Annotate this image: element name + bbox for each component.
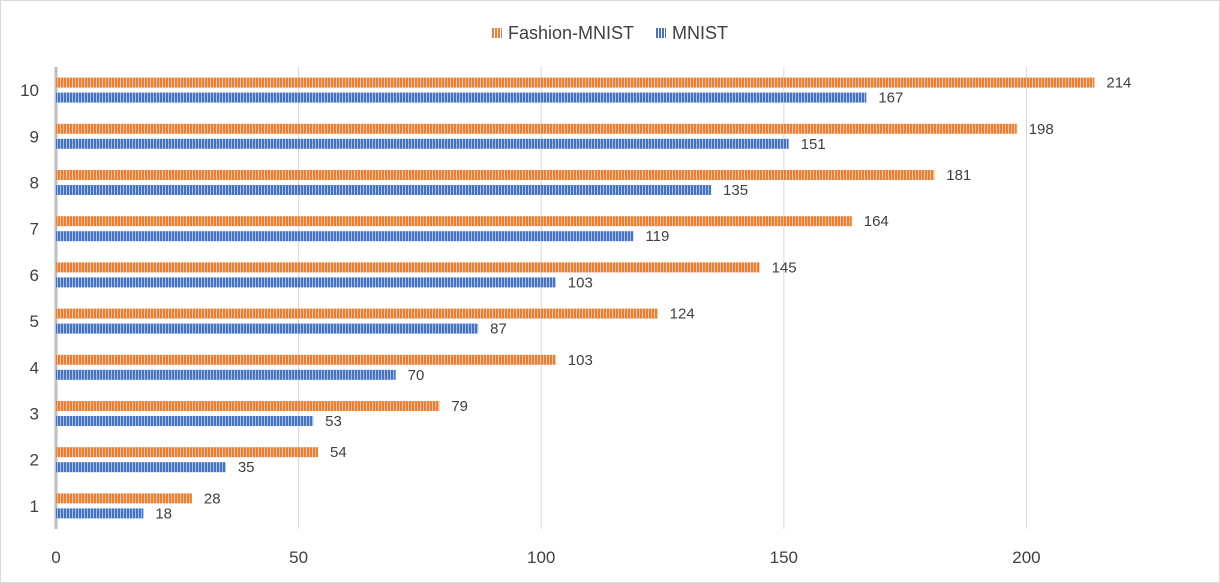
- bar-fashion-mnist-1: [56, 493, 192, 504]
- data-label-fashion-mnist-8: 181: [946, 167, 971, 184]
- legend-label-mnist: MNIST: [672, 22, 729, 43]
- bar-fashion-mnist-9: [56, 123, 1017, 134]
- data-label-mnist-7: 119: [645, 228, 669, 245]
- data-label-fashion-mnist-6: 145: [772, 259, 797, 276]
- data-label-mnist-1: 18: [155, 505, 172, 522]
- data-label-fashion-mnist-2: 54: [330, 444, 347, 461]
- bar-mnist-4: [56, 369, 396, 380]
- data-label-mnist-5: 87: [490, 321, 507, 338]
- bar-mnist-5: [56, 323, 479, 334]
- data-label-fashion-mnist-7: 164: [864, 213, 889, 230]
- data-label-fashion-mnist-3: 79: [451, 398, 468, 415]
- data-label-mnist-6: 103: [568, 274, 593, 291]
- data-label-mnist-9: 151: [801, 136, 826, 153]
- bar-mnist-8: [56, 185, 712, 195]
- bar-fashion-mnist-4: [56, 354, 556, 365]
- bar-fashion-mnist-8: [56, 170, 935, 180]
- bar-mnist-7: [56, 231, 634, 242]
- category-label-4: 4: [30, 358, 39, 377]
- bar-fashion-mnist-5: [56, 308, 658, 319]
- data-label-fashion-mnist-4: 103: [568, 352, 593, 369]
- data-label-mnist-4: 70: [408, 367, 425, 384]
- bar-fashion-mnist-6: [56, 262, 760, 273]
- bar-fashion-mnist-3: [56, 401, 440, 411]
- legend-swatch-fashion-mnist: [491, 28, 502, 38]
- data-label-fashion-mnist-1: 28: [204, 490, 221, 507]
- bar-mnist-2: [56, 462, 226, 473]
- legend-label-fashion-mnist: Fashion-MNIST: [507, 22, 635, 43]
- category-label-10: 10: [20, 81, 39, 100]
- bar-mnist-3: [56, 416, 314, 426]
- data-label-fashion-mnist-10: 214: [1106, 75, 1131, 92]
- data-label-mnist-2: 35: [238, 459, 255, 476]
- x-tick-label-50: 50: [289, 548, 308, 567]
- data-label-mnist-3: 53: [325, 413, 342, 430]
- category-label-7: 7: [30, 220, 39, 239]
- x-tick-label-0: 0: [51, 548, 60, 567]
- legend-item-mnist[interactable]: MNIST: [656, 23, 728, 44]
- bar-fashion-mnist-7: [56, 216, 852, 227]
- category-label-2: 2: [30, 451, 39, 470]
- bar-mnist-9: [56, 138, 789, 149]
- data-label-fashion-mnist-9: 198: [1029, 121, 1054, 138]
- legend-item-fashion-mnist[interactable]: Fashion-MNIST: [491, 22, 635, 44]
- data-label-mnist-10: 167: [878, 90, 903, 107]
- x-tick-label-150: 150: [770, 548, 798, 567]
- x-tick-label-200: 200: [1012, 548, 1040, 567]
- data-label-fashion-mnist-5: 124: [670, 306, 695, 323]
- bar-fashion-mnist-10: [56, 77, 1095, 88]
- category-label-6: 6: [30, 266, 39, 285]
- x-tick-label-100: 100: [527, 548, 555, 567]
- legend-swatch-mnist: [656, 28, 667, 38]
- data-label-mnist-8: 135: [723, 182, 748, 199]
- legend: Fashion-MNIST MNIST: [1, 21, 1219, 45]
- bar-mnist-6: [56, 277, 556, 288]
- category-label-3: 3: [30, 405, 39, 424]
- category-label-1: 1: [30, 497, 39, 516]
- bar-mnist-1: [56, 508, 144, 519]
- category-label-8: 8: [30, 174, 39, 193]
- category-label-5: 5: [30, 312, 39, 331]
- bar-fashion-mnist-2: [56, 447, 319, 458]
- category-label-9: 9: [30, 127, 39, 146]
- bar-mnist-10: [56, 92, 867, 103]
